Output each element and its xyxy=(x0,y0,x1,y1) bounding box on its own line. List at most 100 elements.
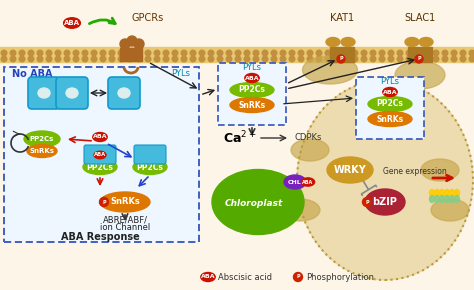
Circle shape xyxy=(118,56,124,62)
Ellipse shape xyxy=(302,56,357,84)
Ellipse shape xyxy=(280,199,320,221)
Circle shape xyxy=(145,56,151,62)
Ellipse shape xyxy=(326,37,340,46)
Ellipse shape xyxy=(445,195,449,202)
Circle shape xyxy=(1,50,7,56)
Text: ABA: ABA xyxy=(302,180,314,184)
Circle shape xyxy=(172,50,178,56)
Circle shape xyxy=(217,50,223,56)
Circle shape xyxy=(415,55,423,63)
Circle shape xyxy=(82,56,88,62)
Circle shape xyxy=(100,56,106,62)
Ellipse shape xyxy=(27,144,57,157)
Ellipse shape xyxy=(368,111,412,126)
Text: ABA: ABA xyxy=(201,275,215,280)
Text: PP2Cs: PP2Cs xyxy=(376,99,403,108)
Text: bZIP: bZIP xyxy=(373,197,397,207)
Circle shape xyxy=(271,50,277,56)
Ellipse shape xyxy=(405,37,419,46)
Circle shape xyxy=(388,56,394,62)
Text: PP2Cs: PP2Cs xyxy=(30,136,54,142)
Bar xyxy=(0,47,474,62)
Circle shape xyxy=(442,50,448,56)
Ellipse shape xyxy=(245,73,259,82)
Circle shape xyxy=(163,56,169,62)
Circle shape xyxy=(442,56,448,62)
Ellipse shape xyxy=(201,273,215,282)
Circle shape xyxy=(28,50,34,56)
Circle shape xyxy=(208,50,214,56)
Ellipse shape xyxy=(100,192,150,212)
Ellipse shape xyxy=(93,133,107,142)
Circle shape xyxy=(73,50,79,56)
Circle shape xyxy=(28,56,34,62)
Text: PP2Cs: PP2Cs xyxy=(87,162,113,171)
Text: SnRKs: SnRKs xyxy=(238,101,265,110)
Text: Ca$^{2+}$: Ca$^{2+}$ xyxy=(223,130,257,146)
Bar xyxy=(330,47,354,62)
FancyBboxPatch shape xyxy=(28,77,60,109)
FancyBboxPatch shape xyxy=(218,63,286,125)
Circle shape xyxy=(55,56,61,62)
Ellipse shape xyxy=(439,195,445,202)
Circle shape xyxy=(100,197,109,206)
Text: ABA: ABA xyxy=(383,90,397,95)
FancyBboxPatch shape xyxy=(108,77,140,109)
Ellipse shape xyxy=(284,175,306,189)
Circle shape xyxy=(289,50,295,56)
Circle shape xyxy=(190,50,196,56)
Ellipse shape xyxy=(327,157,373,183)
Ellipse shape xyxy=(297,80,473,280)
Circle shape xyxy=(271,56,277,62)
Text: GPCRs: GPCRs xyxy=(132,13,164,23)
Circle shape xyxy=(307,56,313,62)
Ellipse shape xyxy=(455,195,459,202)
Circle shape xyxy=(262,50,268,56)
Circle shape xyxy=(120,39,130,49)
Circle shape xyxy=(37,50,43,56)
Text: PYLs: PYLs xyxy=(172,70,191,79)
Circle shape xyxy=(64,50,70,56)
Circle shape xyxy=(262,56,268,62)
Text: PP2Cs: PP2Cs xyxy=(137,162,164,171)
Text: ABA: ABA xyxy=(93,135,107,139)
Ellipse shape xyxy=(38,88,50,98)
Ellipse shape xyxy=(291,139,329,161)
Circle shape xyxy=(163,50,169,56)
Circle shape xyxy=(325,56,331,62)
Ellipse shape xyxy=(429,195,435,202)
Circle shape xyxy=(199,50,205,56)
Ellipse shape xyxy=(230,97,274,113)
Circle shape xyxy=(136,56,142,62)
Circle shape xyxy=(307,50,313,56)
Circle shape xyxy=(217,56,223,62)
Circle shape xyxy=(280,50,286,56)
Ellipse shape xyxy=(301,178,315,186)
Circle shape xyxy=(10,50,16,56)
Ellipse shape xyxy=(435,195,439,202)
Text: PYLs: PYLs xyxy=(381,77,400,86)
Text: ABA Response: ABA Response xyxy=(61,232,139,242)
FancyBboxPatch shape xyxy=(134,145,166,164)
Circle shape xyxy=(100,50,106,56)
Circle shape xyxy=(208,56,214,62)
Circle shape xyxy=(370,56,376,62)
Ellipse shape xyxy=(419,37,433,46)
Circle shape xyxy=(379,56,385,62)
Text: ABA: ABA xyxy=(64,20,80,26)
Ellipse shape xyxy=(431,199,469,221)
Circle shape xyxy=(19,56,25,62)
Text: SLAC1: SLAC1 xyxy=(404,13,436,23)
Ellipse shape xyxy=(449,195,455,202)
Circle shape xyxy=(469,56,474,62)
Ellipse shape xyxy=(83,160,117,175)
Text: ABA: ABA xyxy=(94,153,106,157)
Circle shape xyxy=(433,56,439,62)
Circle shape xyxy=(154,56,160,62)
Bar xyxy=(408,47,432,62)
Text: ion Channel: ion Channel xyxy=(100,224,150,233)
Bar xyxy=(0,0,474,47)
Circle shape xyxy=(91,50,97,56)
Ellipse shape xyxy=(118,88,130,98)
Ellipse shape xyxy=(341,37,355,46)
